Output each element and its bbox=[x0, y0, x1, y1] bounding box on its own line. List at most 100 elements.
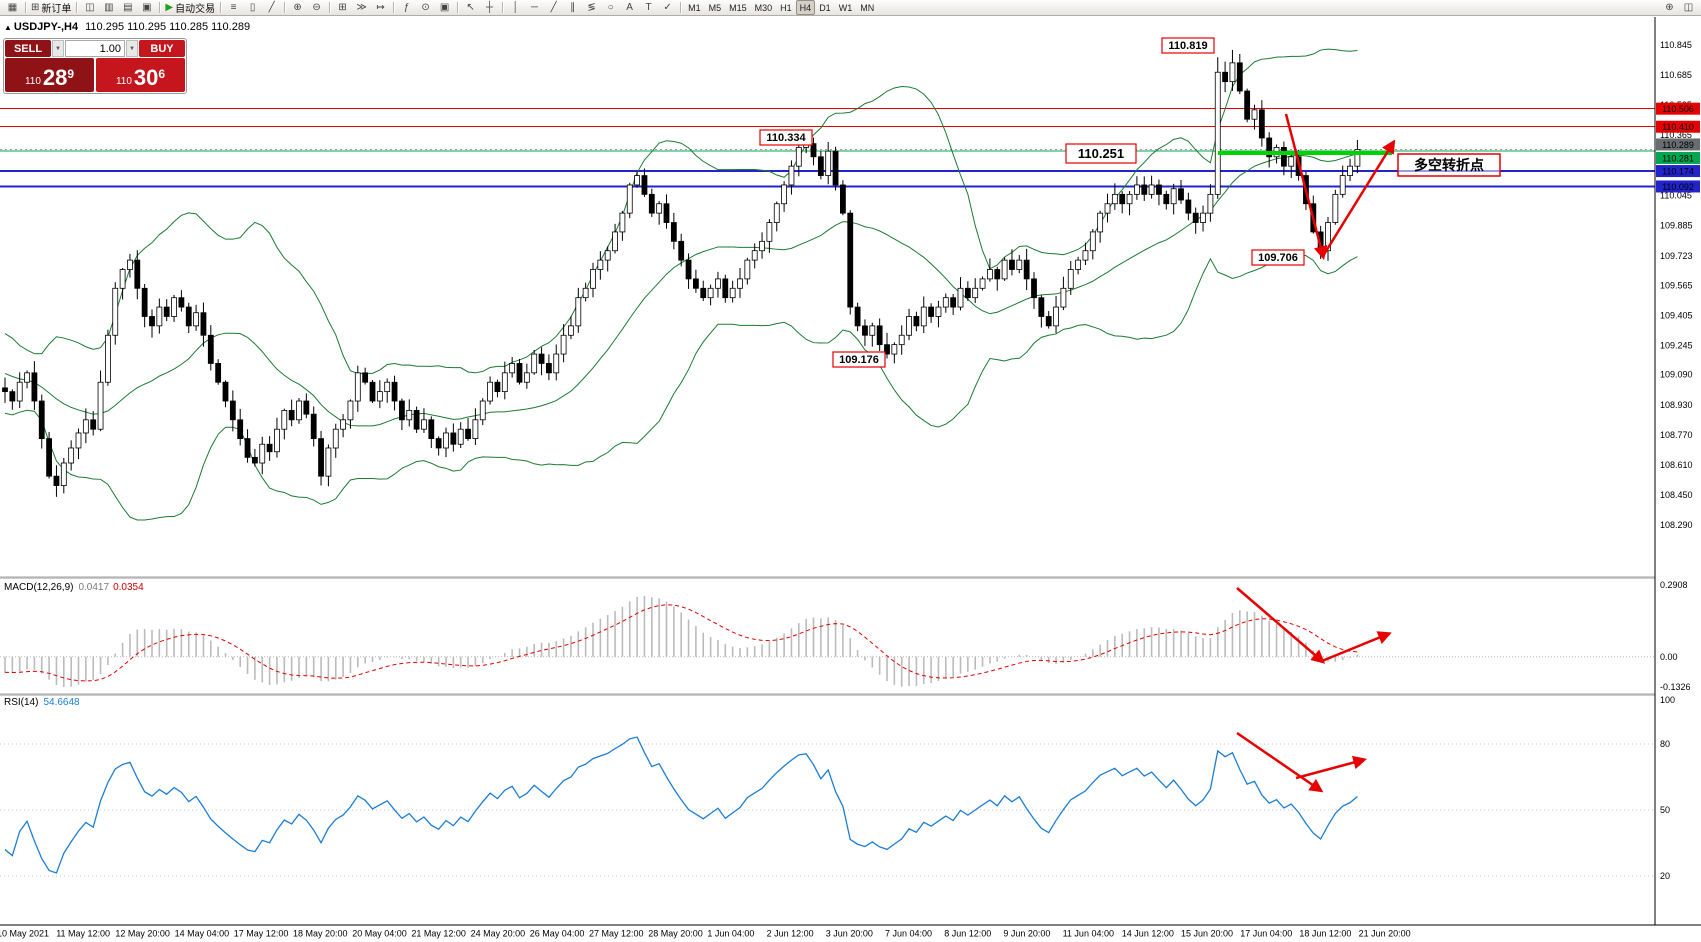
buy-button[interactable]: BUY bbox=[139, 40, 185, 57]
price-flag[interactable] bbox=[1251, 249, 1305, 266]
periods-button[interactable]: ⊙ bbox=[416, 1, 435, 15]
vline-button[interactable]: │ bbox=[506, 1, 525, 15]
trendline-button[interactable]: ╱ bbox=[544, 1, 563, 15]
svg-text:15 Jun 20:00: 15 Jun 20:00 bbox=[1181, 929, 1233, 939]
sell-button[interactable]: SELL bbox=[5, 40, 51, 57]
data-window-button[interactable]: ▥ bbox=[99, 1, 118, 15]
price-flag[interactable] bbox=[1161, 37, 1215, 54]
timeframe-button-d1[interactable]: D1 bbox=[819, 2, 831, 13]
zoom-in-button[interactable]: ⊕ bbox=[288, 1, 307, 15]
svg-text:80: 80 bbox=[1660, 739, 1670, 749]
fibonacci-icon: ≶ bbox=[587, 1, 596, 13]
svg-text:11 Jun 04:00: 11 Jun 04:00 bbox=[1063, 929, 1114, 939]
price-flag[interactable] bbox=[759, 129, 813, 146]
trend-arrow[interactable] bbox=[1321, 139, 1396, 257]
candles-button[interactable]: ▯ bbox=[243, 1, 262, 15]
svg-text:110.251: 110.251 bbox=[1078, 146, 1124, 161]
svg-text:108.930: 108.930 bbox=[1660, 400, 1693, 410]
fibonacci-button[interactable]: ≶ bbox=[582, 1, 601, 15]
shapes-button[interactable]: ○ bbox=[601, 1, 620, 15]
lot-dropdown-caret-icon[interactable]: ▼ bbox=[126, 40, 138, 57]
layers-button[interactable]: ◫ bbox=[1679, 1, 1698, 15]
chart-canvas[interactable]: 110.819 110.334 110.251 109.706 109.176 多空转折点… bbox=[0, 16, 1701, 942]
buy-price-display[interactable]: 110 30 6 bbox=[96, 58, 185, 92]
main-price-panel[interactable] bbox=[0, 48, 1655, 521]
svg-text:14 May 04:00: 14 May 04:00 bbox=[175, 929, 230, 939]
timeframe-button-w1[interactable]: W1 bbox=[838, 2, 853, 13]
templates-button[interactable]: ▣ bbox=[435, 1, 454, 15]
new-order-button[interactable]: ⊞ 新订单 bbox=[29, 1, 73, 16]
navigator-icon: ▤ bbox=[123, 1, 133, 13]
toolbar-separator bbox=[25, 2, 26, 13]
buy-price-prefix: 110 bbox=[115, 76, 132, 87]
hline-button[interactable]: ─ bbox=[525, 1, 544, 15]
auto-scroll-button[interactable]: ≫ bbox=[352, 1, 371, 15]
zoom-out-button[interactable]: ⊖ bbox=[307, 1, 326, 15]
price-flag[interactable] bbox=[832, 351, 886, 368]
label-button[interactable]: T bbox=[639, 1, 658, 15]
new-order-button-label: 新订单 bbox=[41, 4, 72, 15]
symbol-timeframe: USDJPY-,H4 bbox=[13, 21, 79, 33]
timeframe-button-h4[interactable]: H4 bbox=[795, 0, 816, 15]
navigator-button[interactable]: ▤ bbox=[118, 1, 137, 15]
new-order-icon: ⊞ bbox=[31, 1, 40, 13]
text-button[interactable]: A bbox=[620, 1, 639, 15]
arrows-button[interactable]: ✓ bbox=[658, 1, 677, 15]
timeframe-button-h1[interactable]: H1 bbox=[780, 2, 792, 13]
channel-button[interactable]: ∥ bbox=[563, 1, 582, 15]
one-click-price-row: 110 28 9 110 30 6 bbox=[5, 58, 185, 92]
trend-arrow[interactable] bbox=[1236, 731, 1324, 793]
trend-arrow[interactable] bbox=[1236, 587, 1326, 664]
toolbar-separator bbox=[393, 2, 395, 13]
market-watch-button[interactable]: ◫ bbox=[80, 1, 99, 15]
chart-shift-button[interactable]: ↦ bbox=[371, 1, 390, 15]
candles-icon: ▯ bbox=[249, 1, 256, 13]
macd-panel[interactable] bbox=[0, 595, 1655, 687]
toolbar-separator bbox=[457, 2, 459, 13]
timeframe-button-mn[interactable]: MN bbox=[860, 2, 875, 13]
note-box[interactable] bbox=[1397, 153, 1501, 177]
svg-text:24 May 20:00: 24 May 20:00 bbox=[471, 929, 526, 939]
timeframe-button-m15[interactable]: M15 bbox=[729, 2, 747, 13]
autotrading-button[interactable]: ▶ 自动交易 bbox=[163, 1, 217, 16]
trend-arrow[interactable] bbox=[1284, 113, 1328, 260]
bars-button[interactable]: ≡ bbox=[224, 1, 243, 15]
cursor-button[interactable]: ↖ bbox=[461, 1, 480, 15]
lot-size-input[interactable] bbox=[65, 40, 125, 57]
time-axis[interactable]: 10 May 2021 11 May 12:00 12 May 20:00 14 Ma… bbox=[0, 929, 1411, 939]
line-chart-button[interactable]: ╱ bbox=[262, 1, 281, 15]
price-flag[interactable] bbox=[1065, 143, 1137, 164]
rsi-panel[interactable] bbox=[0, 736, 1655, 877]
sell-price-big: 28 bbox=[42, 65, 68, 90]
timeframe-button-m5[interactable]: M5 bbox=[708, 2, 722, 13]
indicators-button[interactable]: ƒ bbox=[397, 1, 416, 15]
price-scale[interactable]: 110.845110.685110.525110.365110.045109.8… bbox=[1656, 40, 1700, 881]
svg-text:0.00: 0.00 bbox=[1660, 652, 1678, 662]
timeframe-button-m30[interactable]: M30 bbox=[754, 2, 773, 13]
terminal-button[interactable]: ▣ bbox=[137, 1, 156, 15]
zoom-tool-button[interactable]: ⊕ bbox=[1660, 1, 1679, 15]
timeframe-button-m1[interactable]: M1 bbox=[688, 2, 701, 13]
svg-text:12 May 20:00: 12 May 20:00 bbox=[115, 929, 170, 939]
tile-windows-button[interactable]: ⊞ bbox=[333, 1, 352, 15]
templates-icon: ▣ bbox=[439, 1, 450, 13]
trend-arrow[interactable] bbox=[1295, 755, 1367, 780]
macd-signal-value: 0.0354 bbox=[113, 582, 144, 593]
svg-text:17 Jun 04:00: 17 Jun 04:00 bbox=[1240, 929, 1292, 939]
sell-dropdown-caret-icon[interactable]: ▼ bbox=[52, 40, 64, 57]
text-icon: A bbox=[626, 1, 633, 13]
trend-arrow[interactable] bbox=[1321, 631, 1392, 663]
crosshair-button[interactable]: ┼ bbox=[480, 1, 499, 15]
new-chart-button[interactable]: ▦ bbox=[3, 1, 22, 15]
svg-text:110.174: 110.174 bbox=[1662, 167, 1694, 177]
crosshair-icon: ┼ bbox=[486, 1, 494, 13]
market-watch-icon: ◫ bbox=[85, 1, 95, 13]
sell-price-display[interactable]: 110 28 9 bbox=[5, 58, 94, 92]
svg-text:17 May 12:00: 17 May 12:00 bbox=[234, 929, 289, 939]
svg-text:110.365: 110.365 bbox=[1660, 130, 1692, 140]
label-icon: T bbox=[645, 1, 652, 13]
svg-text:110.410: 110.410 bbox=[1662, 122, 1694, 132]
toolbar-separator bbox=[76, 2, 78, 13]
svg-text:108.610: 108.610 bbox=[1660, 460, 1693, 470]
